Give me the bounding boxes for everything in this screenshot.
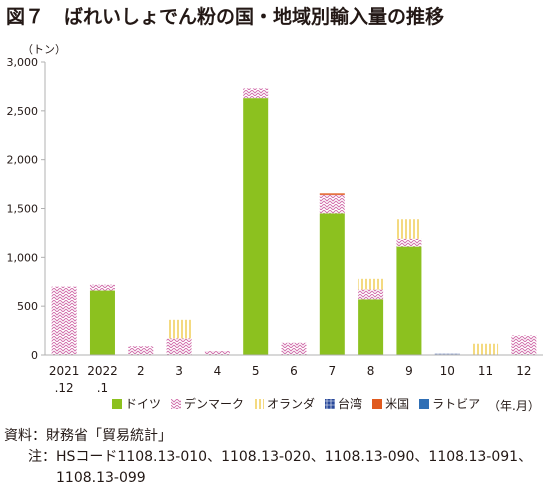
y-tick-label: 500	[17, 300, 38, 313]
y-tick-label: 0	[31, 349, 38, 362]
legend-item-netherlands: オランダ	[254, 395, 315, 412]
x-tick-label: 5	[252, 364, 260, 378]
y-tick-label: 3,000	[7, 56, 39, 69]
legend-item-latvia: ラトビア	[419, 395, 480, 412]
legend-swatch-latvia	[419, 398, 430, 409]
legend-item-taiwan: 台湾	[325, 395, 362, 412]
note-row-2: 1108.13-099	[4, 468, 532, 489]
bar-denmark-3	[166, 338, 192, 355]
bar-chart: （トン） 0 500 1,000 1,500 2,000 2,500 3,000 2021.…	[7, 43, 543, 395]
legend-label-netherlands: オランダ	[267, 397, 316, 411]
x-tick-label: 3	[175, 364, 183, 378]
legend-label-denmark: デンマーク	[184, 397, 245, 411]
y-tick-label: 1,000	[7, 251, 39, 264]
bar-denmark-5	[243, 88, 269, 99]
legend-item-usa: 米国	[372, 395, 409, 412]
x-tick-label: .12	[55, 381, 74, 395]
y-unit-label: （トン）	[22, 43, 66, 56]
x-tick-label: 8	[367, 364, 375, 378]
bars	[51, 88, 537, 356]
x-tick-label: 4	[214, 364, 222, 378]
source-text: 財務省「貿易統計」	[46, 428, 172, 444]
bar-denmark-6	[281, 342, 307, 355]
bar-netherlands-3	[166, 319, 192, 339]
note-line-1: HSコード1108.13-010、1108.13-020、1108.13-090…	[56, 449, 533, 465]
x-tick-label: 11	[478, 364, 493, 378]
bar-taiwan-10	[434, 353, 460, 355]
bar-netherlands-11	[473, 343, 499, 355]
bar-denmark-8	[358, 289, 384, 300]
bar-denmark-9	[396, 238, 422, 247]
legend-swatch-germany	[112, 398, 122, 409]
y-axis: 0 500 1,000 1,500 2,000 2,500 3,000	[7, 56, 46, 362]
legend-label-latvia: ラトビア	[432, 397, 481, 411]
note-line-2: 1108.13-099	[56, 470, 146, 486]
bar-netherlands-9	[396, 219, 422, 239]
bar-denmark-12	[511, 335, 537, 355]
legend-swatch-taiwan	[325, 398, 336, 409]
legend-label-taiwan: 台湾	[338, 397, 363, 411]
legend-item-denmark: デンマーク	[171, 395, 244, 412]
x-tick-label: 7	[328, 364, 336, 378]
bar-germany-8	[358, 299, 384, 355]
bar-denmark-0	[51, 286, 77, 355]
x-tick-label: 2021	[49, 364, 80, 378]
y-tick-label: 2,000	[7, 154, 39, 167]
y-tick-label: 1,500	[7, 203, 39, 216]
note-label: 注：	[28, 449, 56, 465]
y-tick-label: 2,500	[7, 105, 39, 118]
legend-item-germany: ドイツ	[112, 395, 161, 412]
legend-label-usa: 米国	[385, 397, 410, 411]
figure-number: 図７	[6, 6, 45, 28]
x-tick-label: 12	[516, 364, 531, 378]
note-row: 注：HSコード1108.13-010、1108.13-020、1108.13-0…	[4, 447, 532, 468]
legend-swatch-usa	[372, 398, 383, 409]
legend-swatch-denmark	[171, 398, 182, 409]
x-tick-label: 6	[290, 364, 298, 378]
x-tick-label: 2	[137, 364, 145, 378]
bar-denmark-1	[89, 284, 115, 291]
bar-germany-1	[89, 290, 115, 355]
figure-title: 図７ ばれいしょでん粉の国・地域別輸入量の推移	[6, 2, 444, 29]
source-label: 資料：	[4, 428, 46, 444]
bar-germany-9	[396, 246, 422, 355]
bar-usa-7	[319, 193, 345, 195]
bar-germany-5	[243, 98, 269, 356]
bar-germany-7	[319, 213, 345, 355]
x-tick-label: 10	[440, 364, 455, 378]
x-tick-label: 9	[405, 364, 413, 378]
bar-denmark-7	[319, 194, 345, 214]
legend-swatch-netherlands	[254, 398, 265, 409]
bar-netherlands-8	[358, 278, 384, 290]
x-tick-label: .1	[97, 381, 108, 395]
legend: ドイツ デンマーク オランダ 台湾 米国 ラトビア	[112, 395, 490, 412]
bar-denmark-2	[128, 346, 154, 355]
figure-title-text: ばれいしょでん粉の国・地域別輸入量の推移	[64, 6, 445, 28]
bar-denmark-4	[204, 351, 230, 355]
source-row: 資料：財務省「貿易統計」	[4, 426, 532, 447]
x-unit-label: （年.月）	[488, 399, 540, 413]
notes: 資料：財務省「貿易統計」 注：HSコード1108.13-010、1108.13-…	[4, 426, 532, 489]
legend-label-germany: ドイツ	[125, 397, 162, 411]
x-tick-label: 2022	[87, 364, 118, 378]
